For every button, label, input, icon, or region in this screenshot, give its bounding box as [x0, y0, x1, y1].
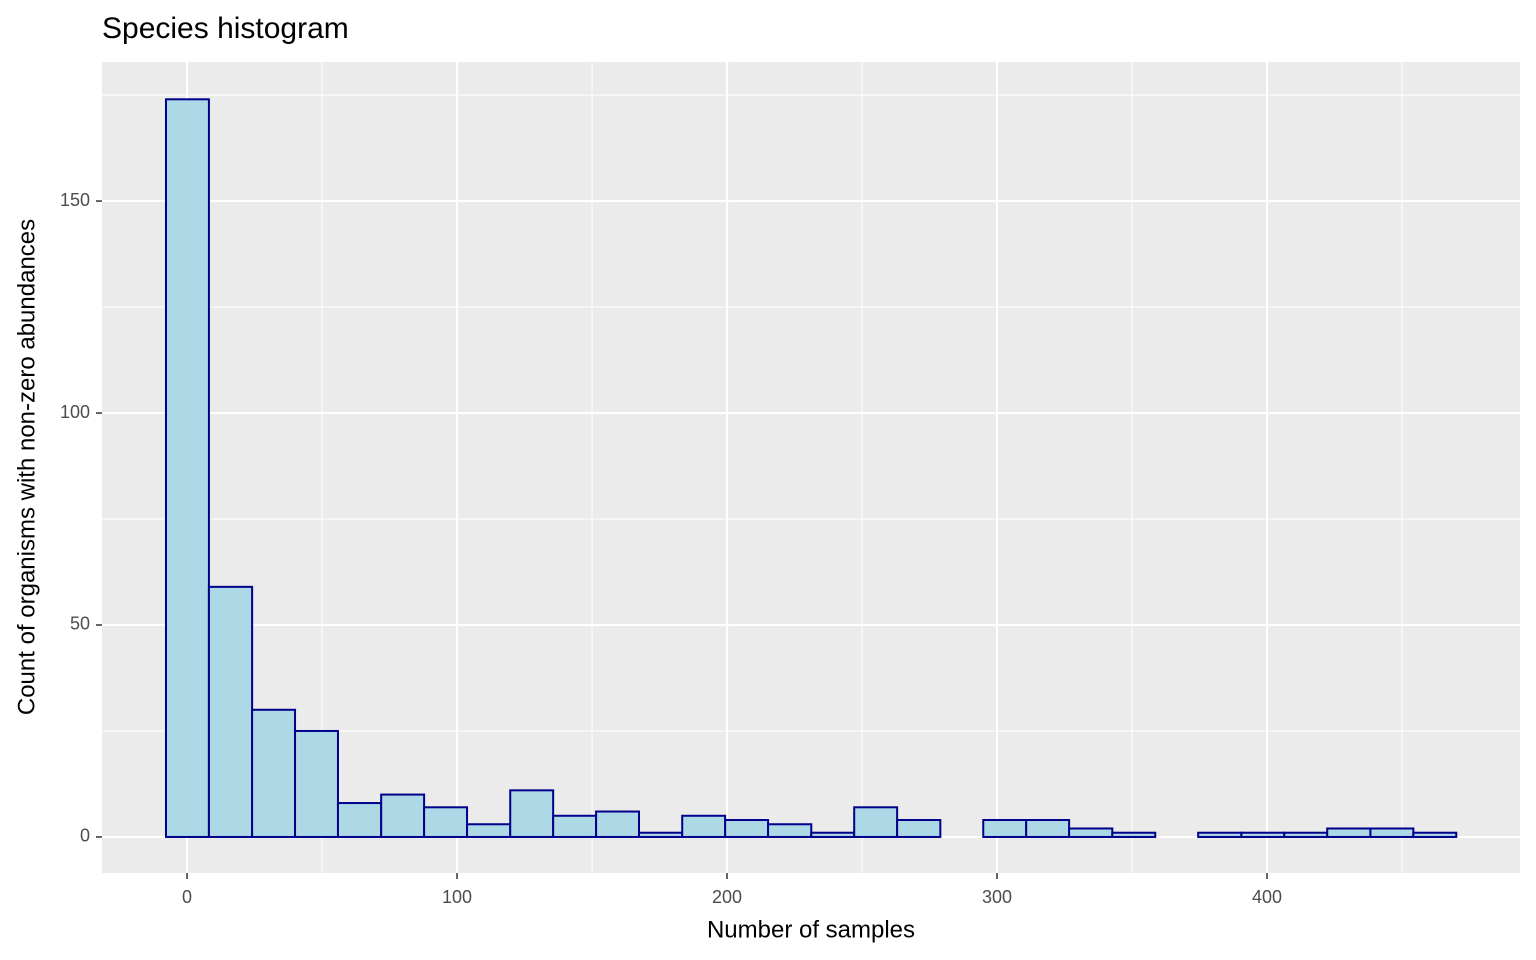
bar: [423, 806, 469, 838]
bar: [810, 831, 856, 838]
bar: [466, 823, 512, 838]
x-tick-label: 300: [982, 887, 1012, 907]
bar: [767, 823, 813, 838]
bar: [1369, 827, 1415, 838]
x-tick-label: 200: [712, 887, 742, 907]
bar: [164, 98, 210, 838]
bar: [207, 585, 254, 838]
y-tick-label: 150: [60, 190, 90, 210]
bar: [724, 819, 770, 838]
bar: [1111, 831, 1157, 838]
y-axis-title: Count of organisms with non-zero abundan…: [13, 219, 40, 715]
x-tick-label: 0: [182, 887, 192, 907]
bar: [1283, 831, 1329, 838]
bar: [1068, 827, 1114, 838]
bar: [552, 814, 598, 838]
bar: [509, 789, 555, 838]
bar: [1197, 831, 1243, 838]
x-tick-label: 400: [1252, 887, 1282, 907]
bar: [896, 819, 942, 838]
y-tick-label: 50: [70, 614, 90, 634]
y-tick-label: 0: [80, 826, 90, 846]
chart-title: Species histogram: [102, 12, 349, 45]
bar: [336, 802, 383, 838]
bar: [251, 708, 297, 838]
bar: [1025, 819, 1071, 838]
y-tick-label: 100: [60, 402, 90, 422]
bar: [1240, 831, 1286, 838]
bar: [1326, 827, 1372, 838]
bar: [853, 806, 899, 838]
bar: [982, 819, 1028, 838]
bar: [1412, 831, 1458, 838]
bar: [595, 810, 641, 838]
bar: [294, 729, 339, 838]
bar: [380, 793, 426, 838]
x-tick-label: 100: [442, 887, 472, 907]
bar: [681, 814, 727, 838]
bar: [638, 831, 684, 838]
x-axis-title: Number of samples: [707, 916, 915, 943]
